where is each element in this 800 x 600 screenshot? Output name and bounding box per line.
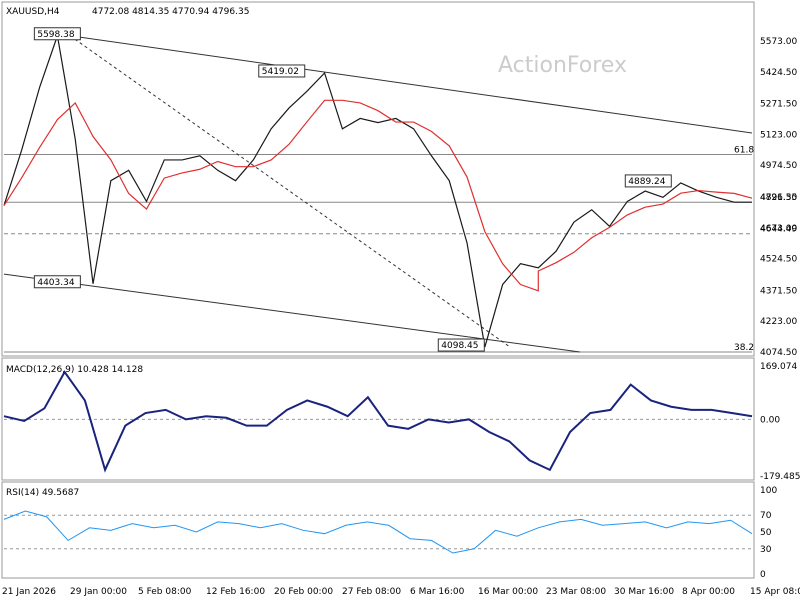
x-tick: 27 Feb 08:00 [342, 587, 401, 597]
upper-channel-line [69, 35, 753, 134]
price-ytick: 4371.50 [760, 286, 797, 296]
ohlc-header: 4772.08 4814.35 4770.94 4796.35 [92, 7, 249, 17]
x-tick: 12 Feb 16:00 [206, 587, 265, 597]
price-annotation-box [258, 64, 306, 78]
price-ytick: 4074.50 [760, 348, 797, 358]
price-annotation: 5419.02 [262, 67, 299, 77]
rsi-label: RSI(14) 49.5687 [6, 488, 79, 498]
price-annotation: 4403.34 [37, 278, 74, 288]
rsi-ytick: 50 [760, 528, 772, 538]
price-ytick: 4974.50 [760, 161, 797, 171]
price-annotation: 4098.45 [441, 341, 478, 351]
macd-ytick: -179.485 [760, 472, 800, 482]
x-tick: 21 Jan 2026 [2, 587, 56, 597]
level-label: 4796.35 [760, 193, 797, 203]
price-ytick: 4673.00 [760, 224, 797, 234]
chart-title: XAUUSD,H4 [6, 7, 60, 17]
rsi-ytick: 30 [760, 545, 772, 555]
rsi-line [3, 510, 753, 554]
price-annotation-box [624, 174, 672, 188]
macd-panel-frame [1, 357, 755, 481]
price-annotation-box [437, 338, 485, 352]
x-tick: 23 Mar 08:00 [546, 587, 606, 597]
macd-ytick: 0.00 [760, 415, 780, 425]
x-tick: 29 Jan 00:00 [70, 587, 127, 597]
price-annotation: 4889.24 [628, 177, 665, 187]
rsi-ytick: 0 [760, 570, 766, 580]
price-ytick: 5573.00 [760, 37, 797, 47]
level-label: 38.2 [734, 343, 754, 353]
price-ytick: 4223.00 [760, 317, 797, 327]
x-tick: 6 Mar 16:00 [410, 587, 465, 597]
price-ytick: 5271.50 [760, 100, 797, 110]
price-ytick: 4821.50 [760, 193, 797, 203]
x-tick: 20 Feb 00:00 [274, 587, 333, 597]
dashed-trend-line [69, 35, 511, 348]
price-line [3, 35, 752, 348]
price-annotation-box [33, 275, 81, 289]
x-tick: 16 Mar 00:00 [478, 587, 538, 597]
rsi-ytick: 70 [760, 511, 772, 521]
x-tick: 5 Feb 08:00 [138, 587, 192, 597]
x-tick: 15 Apr 08:00 [750, 587, 800, 597]
macd-line [3, 370, 753, 473]
level-label: 4644.49 [760, 225, 797, 235]
level-label: 61.8 [734, 146, 754, 156]
x-tick: 8 Apr 00:00 [682, 587, 735, 597]
price-plot: 5573.00 5424.50 5271.50 5123.00 4974.50 4821.… [3, 27, 797, 358]
price-ytick: 5123.00 [760, 130, 797, 140]
macd-label: MACD(12,26,9) 10.428 14.128 [6, 365, 143, 375]
price-panel-frame [1, 1, 755, 357]
macd-plot: 169.074 0.00 -179.485 [3, 362, 800, 482]
rsi-ytick: 100 [760, 486, 777, 496]
rsi-plot: 100 70 50 30 0 [3, 486, 777, 580]
lower-channel-line [3, 273, 581, 353]
price-annotation-box [33, 27, 81, 41]
x-tick: 30 Mar 16:00 [614, 587, 674, 597]
price-ytick: 5424.50 [760, 68, 797, 78]
price-ytick: 4524.50 [760, 255, 797, 265]
rsi-panel-frame [1, 481, 755, 579]
macd-ytick: 169.074 [760, 362, 797, 372]
watermark: ActionForex [498, 53, 627, 78]
x-axis: 21 Jan 2026 29 Jan 00:00 5 Feb 08:00 12 Feb… [2, 587, 800, 597]
price-annotation: 5598.38 [37, 30, 74, 40]
moving-average-line [3, 99, 753, 292]
